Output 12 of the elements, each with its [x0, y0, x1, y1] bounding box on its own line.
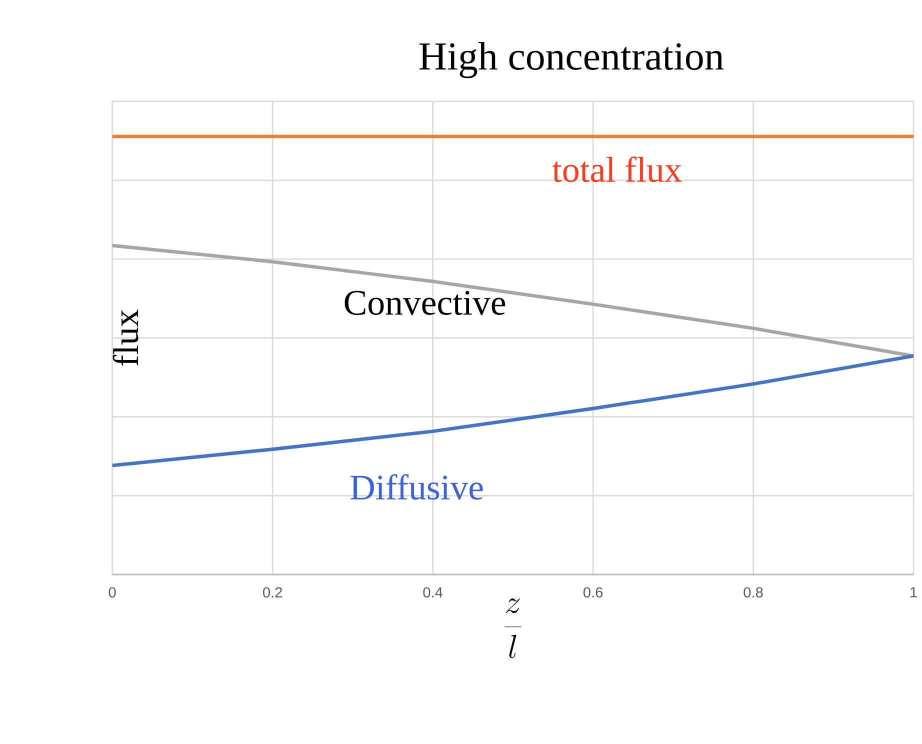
series-label: Diffusive	[350, 474, 483, 500]
series-label: Convective	[344, 291, 506, 316]
x-tick-label: 0.8	[744, 587, 763, 598]
x-tick-label: 0.6	[583, 587, 603, 598]
x-tick-label: 0.2	[263, 587, 282, 598]
x-tick-label: 0.4	[423, 587, 443, 598]
chart-title: High concentration	[419, 42, 724, 78]
x-axis-title: $\frac{z}{l}$	[504, 598, 522, 658]
x-tick-label: 1	[910, 587, 917, 598]
series-label: total flux	[552, 156, 682, 182]
y-axis-title: flux	[112, 310, 138, 366]
x-tick-label: 0	[108, 587, 116, 598]
